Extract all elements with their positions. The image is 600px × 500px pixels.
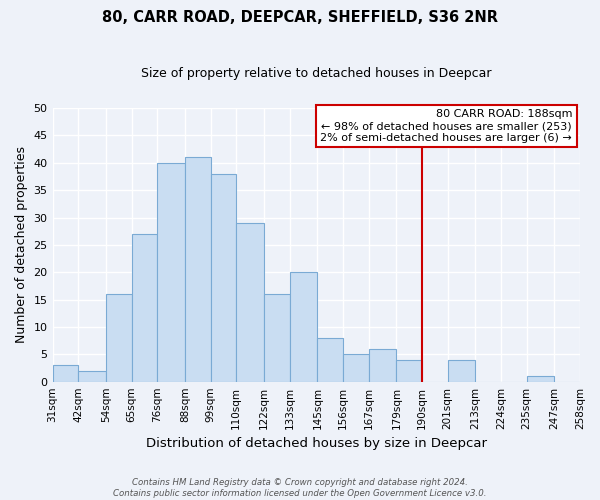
Text: Contains HM Land Registry data © Crown copyright and database right 2024.
Contai: Contains HM Land Registry data © Crown c… [113,478,487,498]
Text: 80, CARR ROAD, DEEPCAR, SHEFFIELD, S36 2NR: 80, CARR ROAD, DEEPCAR, SHEFFIELD, S36 2… [102,10,498,25]
Bar [131,234,157,382]
Bar [236,223,264,382]
Bar [290,272,317,382]
Bar [211,174,236,382]
Y-axis label: Number of detached properties: Number of detached properties [15,146,28,344]
Bar [78,370,106,382]
Bar [317,338,343,382]
Bar [264,294,290,382]
Bar [53,366,78,382]
Bar [368,349,397,382]
Bar [185,158,211,382]
Text: 80 CARR ROAD: 188sqm
← 98% of detached houses are smaller (253)
2% of semi-detac: 80 CARR ROAD: 188sqm ← 98% of detached h… [320,110,572,142]
Bar [157,163,185,382]
Bar [106,294,131,382]
Title: Size of property relative to detached houses in Deepcar: Size of property relative to detached ho… [141,68,491,80]
Bar [448,360,475,382]
X-axis label: Distribution of detached houses by size in Deepcar: Distribution of detached houses by size … [146,437,487,450]
Bar [527,376,554,382]
Bar [343,354,368,382]
Bar [397,360,422,382]
